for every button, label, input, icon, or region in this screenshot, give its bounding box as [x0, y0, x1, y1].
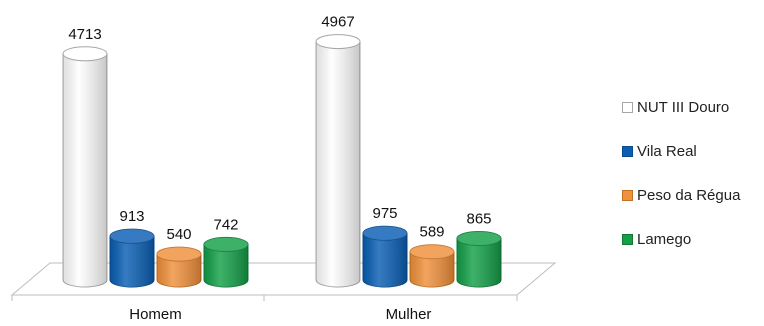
data-label: 913 [119, 208, 144, 225]
bar-peso-da-r-gua-homem [156, 246, 202, 288]
legend-swatch [622, 233, 633, 245]
legend-label: NUT III Douro [637, 98, 730, 116]
category-label: Homem [129, 306, 182, 323]
data-label: 975 [372, 205, 397, 222]
category-label: Mulher [386, 306, 432, 323]
bar-vila-real-homem [109, 228, 155, 288]
bar-nut-iii-douro-homem [62, 46, 108, 288]
bar-vila-real-mulher [362, 225, 408, 288]
legend-label: Lamego [637, 230, 692, 248]
legend-swatch [622, 101, 633, 113]
legend-item: Peso da Régua [622, 185, 762, 205]
bar-peso-da-r-gua-mulher [409, 244, 455, 288]
legend-label: Peso da Régua [637, 186, 741, 204]
bar-lamego-homem [203, 236, 249, 288]
data-label: 589 [419, 224, 444, 241]
legend-swatch [622, 145, 633, 157]
legend-item: Lamego [622, 229, 762, 249]
legend-label: Vila Real [637, 142, 697, 160]
data-label: 540 [166, 226, 191, 243]
data-label: 4967 [321, 14, 354, 31]
legend-item: Vila Real [622, 141, 762, 161]
bar-nut-iii-douro-mulher [315, 34, 361, 288]
data-label: 742 [213, 216, 238, 233]
bar-lamego-mulher [456, 230, 502, 288]
data-label: 4713 [68, 26, 101, 43]
legend-swatch [622, 189, 633, 201]
legend-item: NUT III Douro [622, 97, 762, 117]
data-label: 865 [466, 210, 491, 227]
chart-legend: NUT III Douro Vila Real Peso da Régua Lameg… [622, 97, 762, 273]
